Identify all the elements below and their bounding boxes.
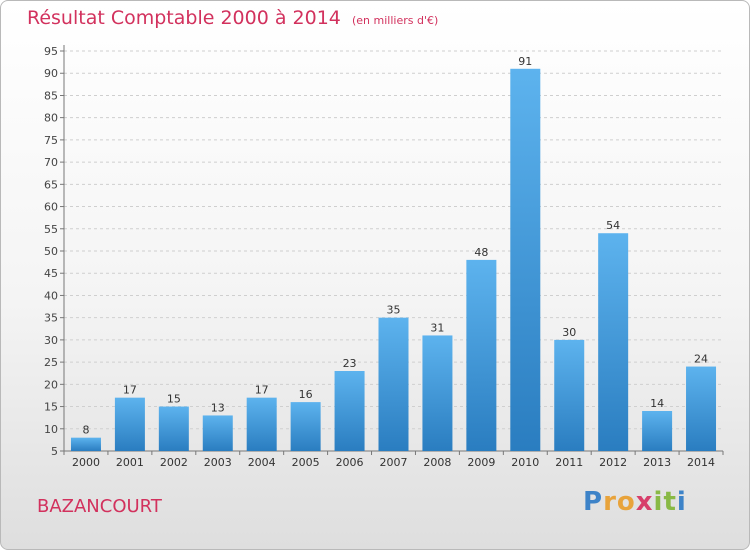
logo-letter: t <box>663 487 677 517</box>
bar-2011 <box>554 339 585 451</box>
x-tick-label-2011: 2011 <box>555 456 583 469</box>
y-tick-label: 70 <box>44 156 58 169</box>
bar-2004 <box>246 397 277 451</box>
bar-2010 <box>510 68 541 452</box>
x-tick-label-2001: 2001 <box>116 456 144 469</box>
y-tick-label: 75 <box>44 134 58 147</box>
logo-letter: o <box>616 487 636 517</box>
x-tick-label-2003: 2003 <box>204 456 232 469</box>
chart-subtitle: (en milliers d'€) <box>351 14 439 27</box>
x-tick-label-2009: 2009 <box>467 456 495 469</box>
value-label-2004: 17 <box>255 384 269 397</box>
bar-2002 <box>158 406 189 451</box>
y-tick-label: 50 <box>44 245 58 258</box>
chart-header: Résultat Comptable 2000 à 2014 (en milli… <box>27 7 438 29</box>
y-tick-label: 30 <box>44 334 58 347</box>
value-label-2005: 16 <box>299 388 313 401</box>
x-tick-label-2006: 2006 <box>336 456 364 469</box>
y-tick-label: 15 <box>44 401 58 414</box>
value-label-2010: 91 <box>518 55 532 68</box>
value-label-2013: 14 <box>650 397 664 410</box>
x-tick-label-2000: 2000 <box>72 456 100 469</box>
logo-letter: i <box>653 487 664 517</box>
value-label-2007: 35 <box>387 304 401 317</box>
labels: 5 10 15 20 25 30 35 40 45 50 55 60 65 70 75 80 85 90 95 8 20… <box>44 45 715 469</box>
x-tick-label-2010: 2010 <box>511 456 539 469</box>
value-label-2008: 31 <box>430 321 444 334</box>
chart-title: Résultat Comptable 2000 à 2014 <box>27 7 341 29</box>
value-label-2009: 48 <box>474 246 488 259</box>
y-tick-label: 90 <box>44 67 58 80</box>
y-tick-label: 65 <box>44 178 58 191</box>
bar-2005 <box>290 402 321 451</box>
y-tick-label: 35 <box>44 312 58 325</box>
logo-letter: i <box>676 487 687 517</box>
bars <box>70 68 717 452</box>
x-tick-label-2007: 2007 <box>380 456 408 469</box>
value-label-2014: 24 <box>694 353 708 366</box>
bar-2000 <box>70 437 101 451</box>
value-label-2002: 15 <box>167 393 181 406</box>
y-tick-label: 25 <box>44 356 58 369</box>
y-tick-label: 55 <box>44 223 58 236</box>
bar-2008 <box>422 335 453 451</box>
x-tick-label-2004: 2004 <box>248 456 276 469</box>
x-tick-label-2008: 2008 <box>423 456 451 469</box>
bar-2007 <box>378 317 409 451</box>
bar-2001 <box>114 397 145 451</box>
value-label-2003: 13 <box>211 401 225 414</box>
y-tick-label: 60 <box>44 201 58 214</box>
y-tick-label: 20 <box>44 378 58 391</box>
proxiti-logo: Proxiti <box>583 487 687 517</box>
x-tick-label-2013: 2013 <box>643 456 671 469</box>
y-tick-label: 85 <box>44 89 58 102</box>
y-tick-label: 5 <box>51 445 58 458</box>
x-tick-label-2002: 2002 <box>160 456 188 469</box>
logo-letter: r <box>603 487 617 517</box>
bar-2006 <box>334 371 365 451</box>
y-tick-label: 95 <box>44 45 58 58</box>
bar-2009 <box>466 259 497 451</box>
y-tick-label: 45 <box>44 267 58 280</box>
bar-2014 <box>686 366 717 451</box>
y-tick-label: 40 <box>44 289 58 302</box>
value-label-2006: 23 <box>343 357 357 370</box>
bar-2003 <box>202 415 233 451</box>
bar-2012 <box>598 233 629 451</box>
x-tick-label-2005: 2005 <box>292 456 320 469</box>
logo-letter: P <box>583 487 604 517</box>
y-tick-label: 10 <box>44 423 58 436</box>
value-label-2001: 17 <box>123 384 137 397</box>
x-tick-label-2012: 2012 <box>599 456 627 469</box>
commune-name: BAZANCOURT <box>37 496 162 517</box>
logo-letter: x <box>635 487 654 517</box>
value-label-2000: 8 <box>82 424 89 437</box>
value-label-2011: 30 <box>562 326 576 339</box>
x-tick-label-2014: 2014 <box>687 456 715 469</box>
value-label-2012: 54 <box>606 219 620 232</box>
y-tick-label: 80 <box>44 112 58 125</box>
bar-2013 <box>642 411 673 451</box>
